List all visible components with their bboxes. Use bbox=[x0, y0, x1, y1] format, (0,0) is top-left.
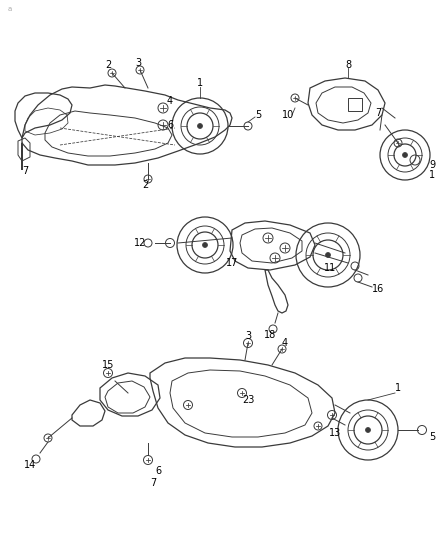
Circle shape bbox=[198, 124, 202, 128]
Text: 8: 8 bbox=[345, 60, 351, 70]
Text: 4: 4 bbox=[167, 96, 173, 106]
Circle shape bbox=[202, 243, 208, 247]
Text: 2: 2 bbox=[105, 60, 111, 70]
Text: 5: 5 bbox=[429, 432, 435, 442]
Text: 23: 23 bbox=[242, 395, 254, 405]
Text: 6: 6 bbox=[167, 120, 173, 130]
Text: 13: 13 bbox=[329, 428, 341, 438]
Text: a: a bbox=[8, 6, 12, 12]
Text: 6: 6 bbox=[155, 466, 161, 476]
Text: 11: 11 bbox=[324, 263, 336, 273]
Text: 4: 4 bbox=[282, 338, 288, 348]
Text: 2: 2 bbox=[142, 180, 148, 190]
Text: 7: 7 bbox=[22, 166, 28, 176]
Text: 7: 7 bbox=[375, 108, 381, 118]
Text: 12: 12 bbox=[134, 238, 146, 248]
Circle shape bbox=[403, 152, 407, 157]
Text: 16: 16 bbox=[372, 284, 384, 294]
Text: 7: 7 bbox=[150, 478, 156, 488]
Text: 17: 17 bbox=[226, 258, 238, 268]
Text: 9: 9 bbox=[429, 160, 435, 170]
Text: 3: 3 bbox=[135, 58, 141, 68]
Text: 5: 5 bbox=[255, 110, 261, 120]
Text: 1: 1 bbox=[429, 170, 435, 180]
Text: 1: 1 bbox=[197, 78, 203, 88]
Text: 18: 18 bbox=[264, 330, 276, 340]
Circle shape bbox=[365, 427, 371, 432]
Text: 10: 10 bbox=[282, 110, 294, 120]
Text: 3: 3 bbox=[245, 331, 251, 341]
Circle shape bbox=[325, 253, 331, 257]
Text: 15: 15 bbox=[102, 360, 114, 370]
Text: 14: 14 bbox=[24, 460, 36, 470]
Text: 1: 1 bbox=[395, 383, 401, 393]
